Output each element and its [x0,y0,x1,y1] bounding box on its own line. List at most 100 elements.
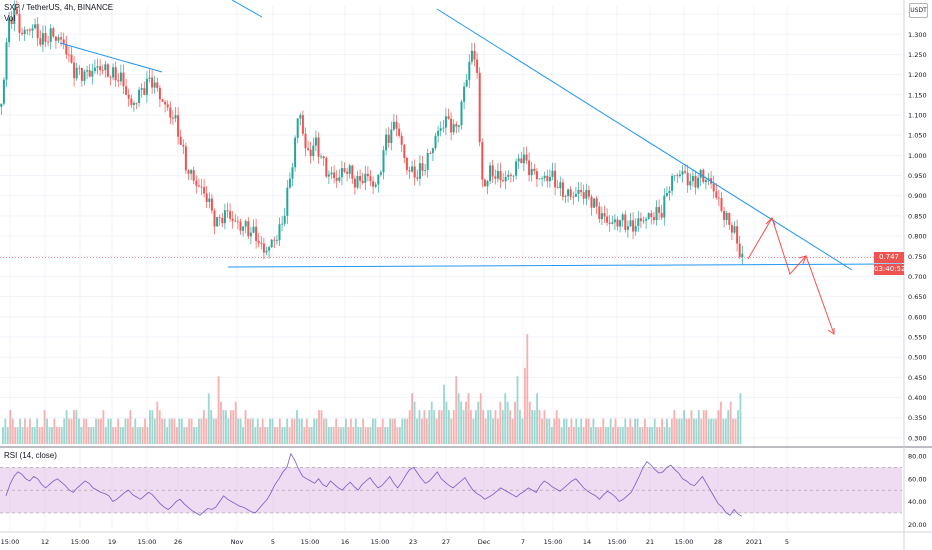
volume-bar [533,410,536,444]
candle-body [515,161,518,176]
candle-body [678,174,681,177]
volume-bar [489,410,492,444]
candle-body [239,221,242,231]
volume-bar [543,410,546,444]
volume-bar [60,427,63,444]
candle-body [600,213,603,220]
volume-bar [80,427,83,444]
volume-bar [325,418,328,444]
price-tick-label: 0.750 [908,253,927,261]
candle-body [634,226,637,232]
candle-body [47,41,50,43]
volume-bar [590,427,592,444]
volume-bar [97,418,100,444]
volume-bar [394,418,396,444]
volume-bar [131,427,134,444]
volume-indicator-label[interactable]: Vol [4,14,16,23]
candle-body [236,221,239,223]
price-tick-label: 1.150 [908,91,927,99]
candle-body [10,18,13,25]
candle-body [725,212,728,220]
volume-bar [421,418,423,444]
volume-bar [202,410,205,444]
candle-body [395,121,398,129]
volume-bar [345,418,347,444]
volume-bar [227,418,230,444]
volume-bar [528,401,531,444]
volume-bar [621,427,624,444]
candle-body [408,170,411,172]
candle-body [28,29,31,31]
volume-bar [479,393,482,444]
volume-bar [675,418,678,444]
candle-body [52,28,55,37]
volume-bar [484,418,487,444]
candle-body [647,213,650,219]
drawings[interactable] [0,0,903,335]
currency-badge[interactable]: USDT [909,3,928,18]
time-tick-label: 15:00 [371,538,390,546]
candle-body [34,24,37,29]
candle-body [275,240,278,242]
grid-lines [0,6,902,530]
volume-bar [11,418,14,444]
symbol-header[interactable]: SXP / TetherUS, 4h, BINANCE [4,3,114,12]
volume-bar [251,418,254,444]
volume-bar [178,418,181,444]
candle-body [338,177,341,181]
volume-bar [293,418,296,444]
candle-body [452,124,455,133]
candle-body [694,176,697,188]
price-tick-label: 1.250 [908,51,927,59]
candle-body [717,197,720,199]
volume-bar [670,418,673,444]
candle-body [174,115,177,119]
volume-bar [504,393,507,444]
volume-bar [337,427,340,444]
volume-bar [244,410,247,444]
candle-body [522,154,525,164]
candle-body [31,28,34,31]
candle-body [78,67,81,69]
volume-bar [242,427,244,444]
volume-bar [688,418,690,444]
candle-body [257,240,260,244]
volume-bar [198,418,200,444]
volume-bar [75,410,78,444]
candle-body [249,232,252,237]
candle-body [312,145,315,157]
volume-bar [207,393,210,444]
volume-bar [391,418,394,444]
volume-bar [531,410,534,444]
candle-body [307,148,310,150]
candle-body [616,219,619,227]
candle-body [715,191,718,198]
rsi-indicator-label[interactable]: RSI (14, close) [4,451,57,460]
time-tick-label: Nov [231,538,244,546]
candle-body [689,181,692,186]
volume-bar [673,410,676,444]
candle-body [229,211,232,219]
candle-body [200,186,203,188]
candle-body [15,8,18,14]
volume-bar [729,401,732,444]
volume-bar [354,418,357,444]
volume-bar [141,427,144,444]
volume-bar [697,410,700,444]
candle-body [143,88,146,95]
time-tick-label: Dec [478,538,491,546]
candle-body [645,218,648,221]
candle-body [491,165,494,177]
volume-bar [330,427,333,444]
price-tick-label: 1.300 [908,31,927,39]
volume-bar [734,418,737,444]
rsi-tick-label: 20.00 [908,521,927,529]
volume-bar [653,418,656,444]
candle-body [431,148,434,154]
price-tick-label: 0.300 [908,434,927,442]
volume-bar [553,418,556,444]
time-tick-label: 15:00 [1,538,20,546]
candle-body [49,28,52,42]
volume-bar [658,427,661,444]
